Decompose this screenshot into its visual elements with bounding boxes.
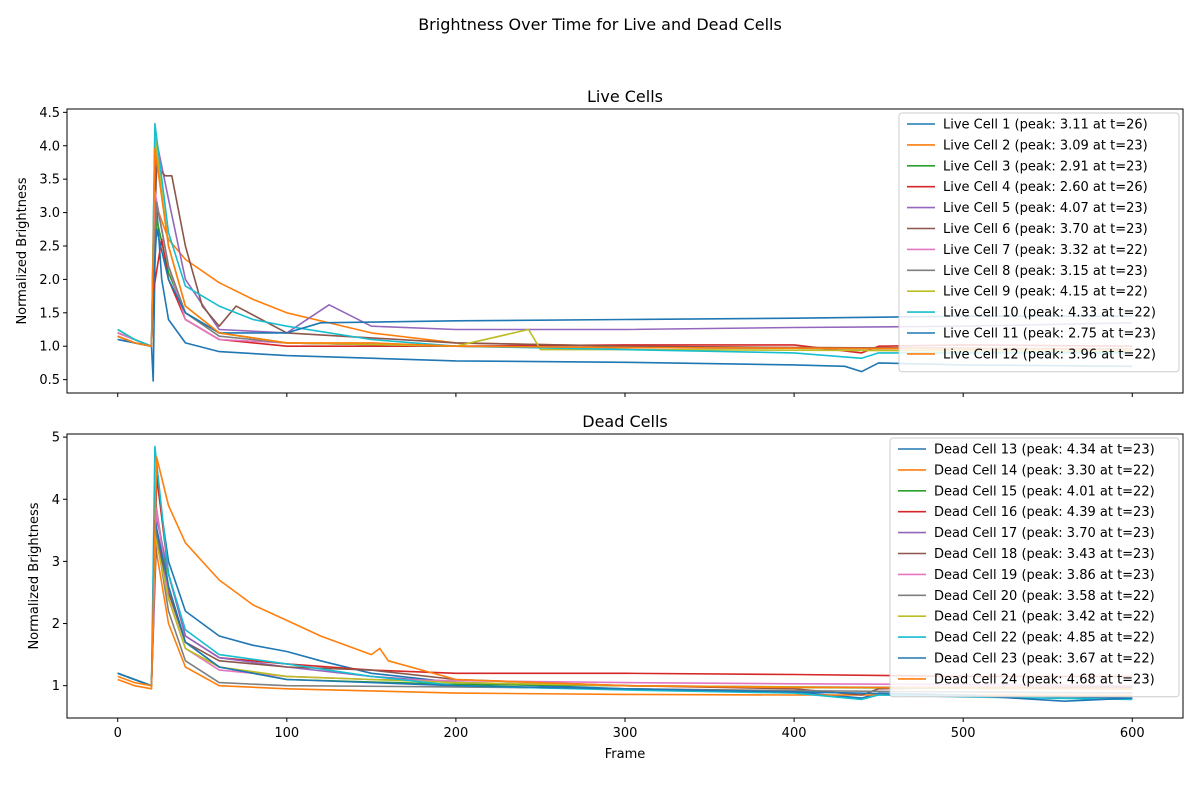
legend-entry: Live Cell 2 (peak: 3.09 at t=23) <box>943 138 1148 153</box>
legend-entry: Dead Cell 18 (peak: 3.43 at t=23) <box>934 547 1155 562</box>
live-cells-frame <box>66 108 1184 394</box>
legend-entry: Dead Cell 13 (peak: 4.34 at t=23) <box>934 443 1155 458</box>
legend-entry: Live Cell 10 (peak: 4.33 at t=22) <box>943 306 1156 321</box>
live-cells-ylabel: Normalized Brightness <box>15 177 30 324</box>
y-tick-label: 2.0 <box>39 273 60 288</box>
legend-entry: Dead Cell 21 (peak: 3.42 at t=22) <box>934 610 1155 625</box>
legend-entry: Dead Cell 14 (peak: 3.30 at t=22) <box>934 463 1155 478</box>
x-tick-label: 500 <box>951 726 976 741</box>
live-cells-title: Live Cells <box>587 87 663 106</box>
y-tick-label: 1 <box>52 679 60 694</box>
dead-cells-legend: Dead Cell 13 (peak: 4.34 at t=23) Dead Ce… <box>889 437 1180 698</box>
legend-entry: Dead Cell 17 (peak: 3.70 at t=23) <box>934 526 1155 541</box>
y-tick-label: 4.5 <box>39 106 60 121</box>
series-line-12 <box>117 456 1133 690</box>
series-line-12 <box>117 147 1133 351</box>
legend-entry: Live Cell 8 (peak: 3.15 at t=23) <box>943 264 1148 279</box>
x-tick-label: 0 <box>114 726 122 741</box>
y-tick-label: 4 <box>52 493 60 508</box>
dead-cells-axes: Dead Cells Normalized Brightness Frame 0… <box>27 412 1184 762</box>
y-tick-label: 4.0 <box>39 139 60 154</box>
dead-cells-xlabel: Frame <box>605 747 646 762</box>
legend-entry: Live Cell 5 (peak: 4.07 at t=23) <box>943 201 1148 216</box>
x-tick-label: 600 <box>1120 726 1145 741</box>
series-line-2 <box>117 541 1133 697</box>
legend-entry: Live Cell 12 (peak: 3.96 at t=22) <box>943 347 1156 362</box>
legend-entry: Dead Cell 16 (peak: 4.39 at t=23) <box>934 505 1155 520</box>
legend-entry: Live Cell 6 (peak: 3.70 at t=23) <box>943 222 1148 237</box>
dead-cells-title: Dead Cells <box>582 412 667 431</box>
dead-cells-ticks: 0 100 200 300 400 500 600 1 2 3 4 5 <box>52 431 1145 741</box>
y-tick-label: 3 <box>52 555 60 570</box>
dead-cells-frame <box>66 433 1184 719</box>
legend-entry: Live Cell 1 (peak: 3.11 at t=26) <box>943 118 1148 133</box>
legend-entry: Live Cell 3 (peak: 2.91 at t=23) <box>943 159 1148 174</box>
x-tick-label: 300 <box>613 726 638 741</box>
legend-box <box>889 437 1180 698</box>
legend-entry: Live Cell 9 (peak: 4.15 at t=22) <box>943 285 1148 300</box>
dead-cells-ylabel: Normalized Brightness <box>27 502 42 649</box>
legend-entry: Dead Cell 20 (peak: 3.58 at t=22) <box>934 589 1155 604</box>
legend-entry: Dead Cell 15 (peak: 4.01 at t=22) <box>934 484 1155 499</box>
legend-entry: Dead Cell 24 (peak: 4.68 at t=23) <box>934 672 1155 687</box>
y-tick-label: 2.5 <box>39 239 60 254</box>
legend-entry: Live Cell 4 (peak: 2.60 at t=26) <box>943 180 1148 195</box>
legend-entry: Live Cell 7 (peak: 3.32 at t=22) <box>943 243 1148 258</box>
live-cells-axes: Live Cells Normalized Brightness 0.5 1.0 1… <box>15 87 1184 397</box>
legend-entry: Live Cell 11 (peak: 2.75 at t=23) <box>943 327 1156 342</box>
y-tick-label: 0.5 <box>39 373 60 388</box>
y-tick-label: 1.0 <box>39 340 60 355</box>
live-cells-lines <box>117 122 1133 382</box>
legend-entry: Dead Cell 22 (peak: 4.85 at t=22) <box>934 631 1155 646</box>
legend-entry: Dead Cell 23 (peak: 3.67 at t=22) <box>934 652 1155 667</box>
y-tick-label: 3.5 <box>39 173 60 188</box>
x-tick-label: 100 <box>274 726 299 741</box>
figure-title: Brightness Over Time for Live and Dead C… <box>418 15 782 34</box>
y-tick-label: 5 <box>52 431 60 446</box>
y-tick-label: 3.0 <box>39 206 60 221</box>
live-cells-legend: Live Cell 1 (peak: 3.11 at t=26) Live Cel… <box>898 112 1180 373</box>
legend-box <box>898 112 1180 373</box>
x-tick-label: 400 <box>782 726 807 741</box>
series-line-1 <box>117 204 1133 382</box>
y-tick-label: 1.5 <box>39 306 60 321</box>
legend-entry: Dead Cell 19 (peak: 3.86 at t=23) <box>934 568 1155 583</box>
live-cells-ticks: 0.5 1.0 1.5 2.0 2.5 3.0 3.5 4.0 4.5 <box>39 106 1133 397</box>
x-tick-label: 200 <box>443 726 468 741</box>
y-tick-label: 2 <box>52 617 60 632</box>
